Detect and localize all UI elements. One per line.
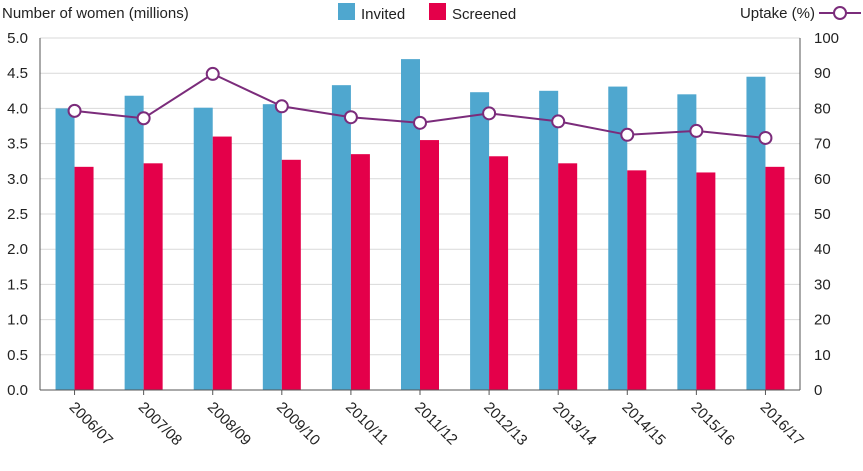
x-tick-label: 2006/07	[66, 399, 116, 449]
right-tick-label: 40	[814, 241, 831, 258]
right-tick-label: 60	[814, 171, 831, 188]
uptake-point	[413, 115, 427, 130]
right-axis-title: Uptake (%)	[740, 5, 815, 22]
bar-screened	[420, 140, 439, 390]
right-tick-label: 100	[814, 30, 839, 47]
left-tick-label: 0.5	[7, 347, 28, 364]
bar-screened	[765, 166, 785, 390]
right-tick-label: 10	[814, 347, 831, 364]
left-tick-label: 2.0	[7, 241, 28, 258]
right-tick-label: 70	[814, 136, 831, 153]
bar-screened	[696, 172, 716, 390]
left-axis-title: Number of women (millions)	[2, 5, 189, 22]
left-tick-label: 4.5	[7, 65, 28, 82]
bar-screened	[281, 159, 301, 390]
bar-invited	[470, 92, 490, 390]
left-tick-label: 1.5	[7, 276, 28, 293]
uptake-line	[67, 66, 773, 145]
right-tick-label: 0	[814, 382, 822, 399]
bar-invited	[124, 95, 144, 390]
bar-screened	[143, 163, 163, 390]
legend-label-screened: Screened	[452, 6, 516, 23]
left-tick-label: 3.5	[7, 136, 28, 153]
left-tick-label: 1.0	[7, 312, 28, 329]
bar-invited	[677, 94, 697, 390]
x-tick-label: 2015/16	[688, 399, 738, 449]
bar-invited	[193, 107, 213, 391]
bar-screened	[212, 136, 232, 390]
x-tick-label: 2011/12	[411, 399, 461, 449]
bar-screened	[627, 170, 647, 390]
x-tick-label: 2014/15	[618, 399, 668, 449]
bar-screened	[489, 156, 509, 390]
right-tick-label: 50	[814, 206, 831, 223]
x-tick-label: 2016/17	[757, 399, 807, 449]
bar-invited	[746, 76, 766, 390]
right-tick-label: 90	[814, 65, 831, 82]
uptake-point	[551, 114, 566, 129]
uptake-point	[689, 123, 704, 138]
left-tick-label: 3.0	[7, 171, 28, 188]
left-tick-label: 2.5	[7, 206, 28, 223]
bar-invited	[55, 108, 75, 391]
uptake-point	[136, 111, 151, 126]
x-tick-label: 2013/14	[549, 399, 599, 449]
uptake-point	[758, 130, 773, 145]
bar-invited	[331, 85, 351, 390]
uptake-point	[620, 127, 635, 142]
right-tick-label: 30	[814, 276, 831, 293]
x-tick-label: 2008/09	[204, 399, 254, 449]
bars	[55, 59, 785, 391]
uptake-point	[205, 66, 220, 81]
right-axis-legend: Uptake (%)	[740, 5, 861, 22]
uptake-point	[343, 110, 358, 125]
left-tick-label: 4.0	[7, 100, 28, 117]
x-tick-label: 2009/10	[273, 399, 323, 449]
bar-invited	[401, 59, 420, 391]
x-tick-label: 2010/11	[342, 399, 392, 449]
bar-screened	[74, 166, 94, 390]
right-tick-label: 80	[814, 100, 831, 117]
legend-swatch-screened	[429, 3, 446, 20]
legend: Invited Screened	[338, 3, 516, 23]
bar-invited	[262, 104, 282, 391]
right-tick-label: 20	[814, 312, 831, 329]
x-tick-label: 2012/13	[480, 399, 530, 449]
legend-marker-uptake	[833, 6, 847, 20]
bar-invited	[608, 86, 628, 391]
bar-invited	[539, 90, 559, 391]
left-tick-label: 5.0	[7, 30, 28, 47]
x-tick-label: 2007/08	[135, 399, 185, 449]
bar-screened	[350, 154, 370, 390]
left-tick-label: 0.0	[7, 382, 28, 399]
legend-label-invited: Invited	[361, 6, 405, 23]
bar-screened	[558, 163, 578, 390]
uptake-point	[67, 103, 82, 118]
uptake-point	[482, 106, 497, 121]
uptake-point	[274, 99, 289, 114]
legend-swatch-invited	[338, 3, 355, 20]
